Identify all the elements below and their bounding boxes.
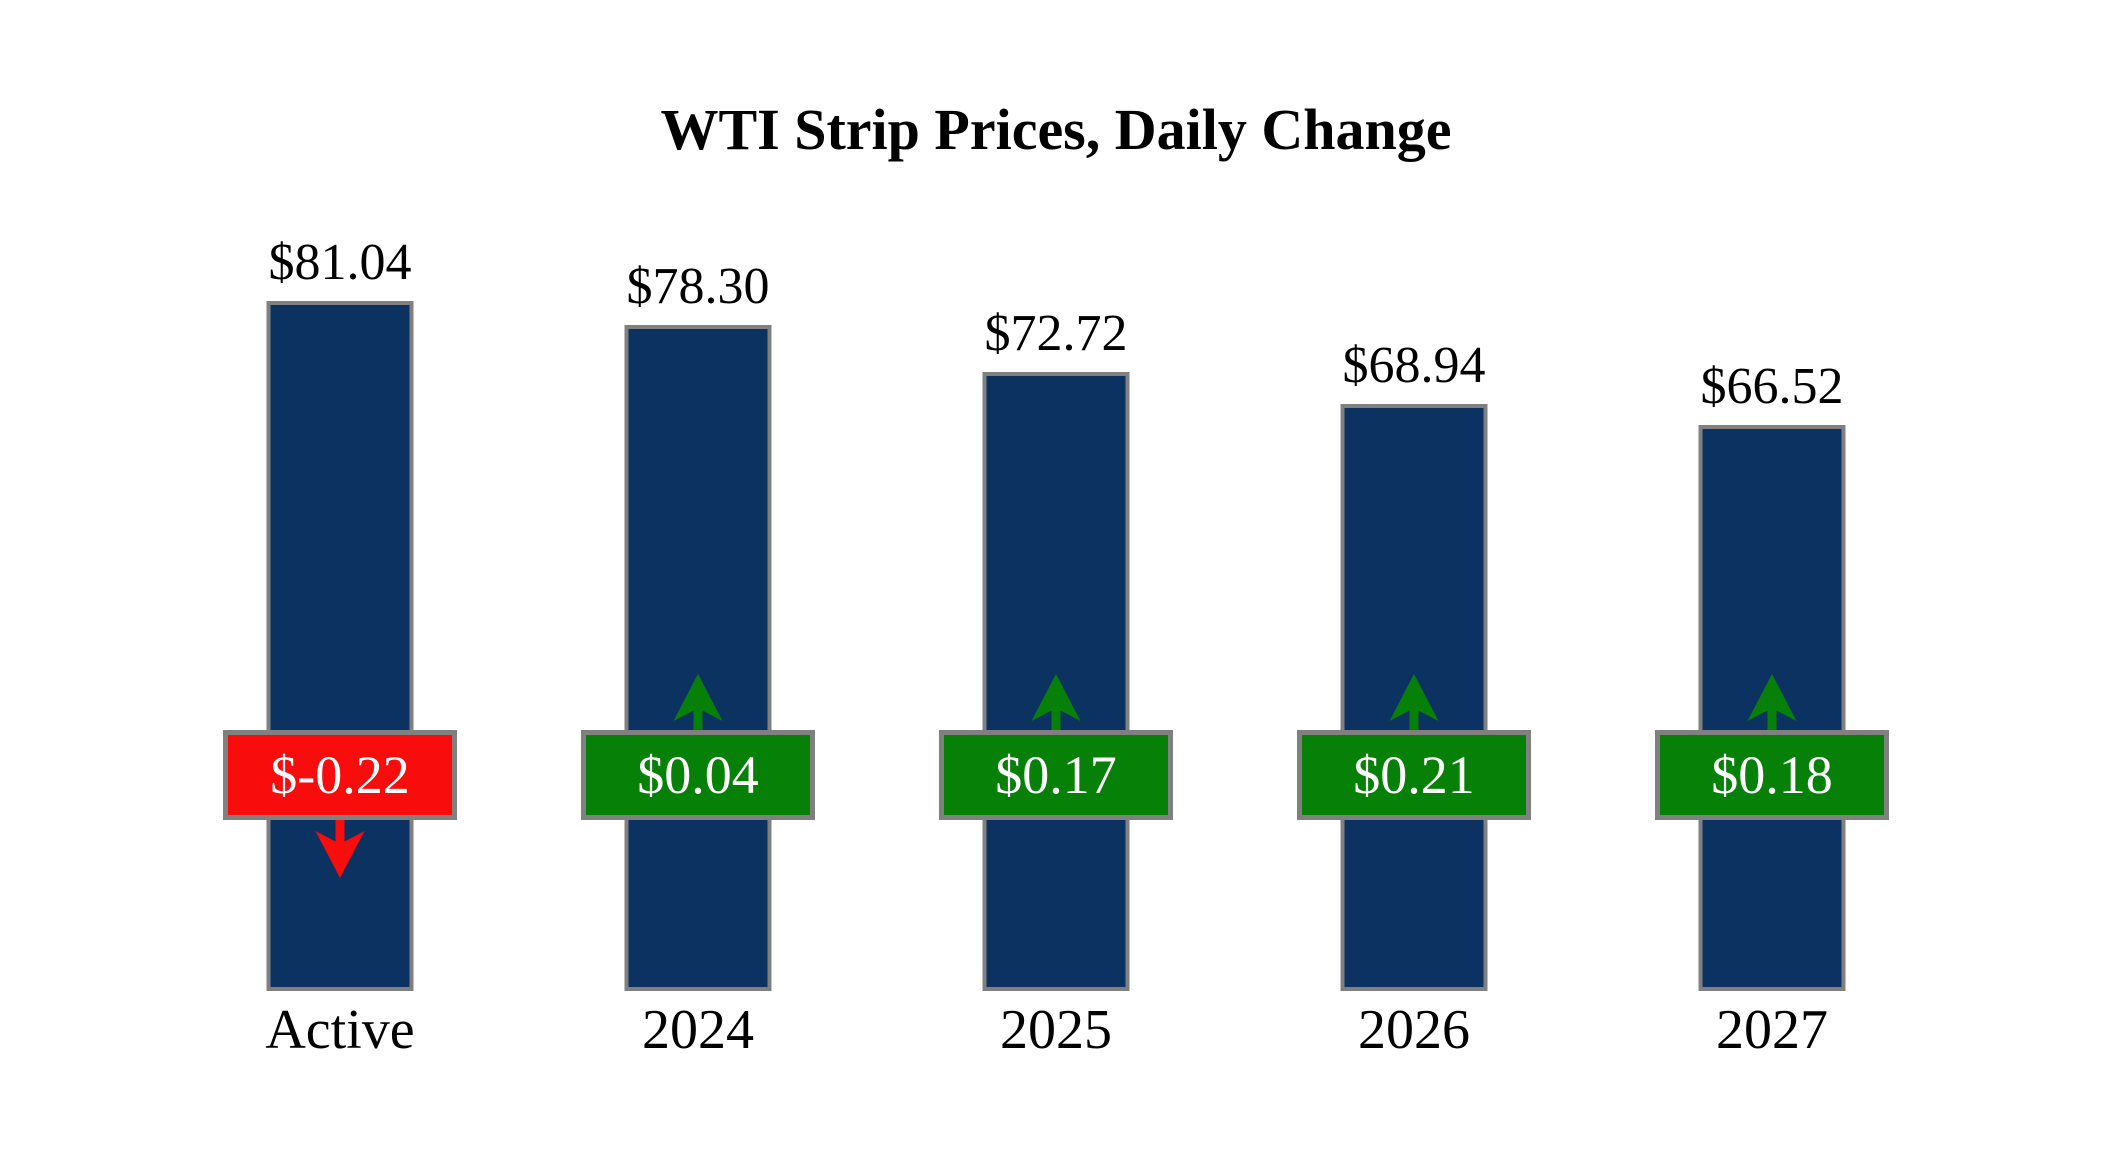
- down-arrow-icon: [315, 820, 365, 878]
- arrow-shape: [1747, 674, 1797, 732]
- change-badge: $0.21: [1297, 730, 1531, 820]
- arrow-shape: [673, 674, 723, 732]
- up-arrow-icon: [1747, 674, 1797, 732]
- bar-column-active: $81.04 $-0.22 Active: [161, 0, 519, 1152]
- change-badge: $-0.22: [223, 730, 457, 820]
- chart-title: WTI Strip Prices, Daily Change: [660, 97, 1452, 162]
- change-badge: $0.18: [1655, 730, 1889, 820]
- value-label: $72.72: [984, 304, 1128, 362]
- value-label: $68.94: [1342, 336, 1486, 394]
- category-label: 2027: [1716, 999, 1828, 1061]
- bar-columns: $81.04 $-0.22 Active $78.30 $0.04 2024 $…: [161, 0, 1951, 1152]
- category-label: Active: [265, 999, 415, 1061]
- up-arrow-icon: [1389, 674, 1439, 732]
- category-label: 2025: [1000, 999, 1112, 1061]
- change-badge: $0.04: [581, 730, 815, 820]
- arrow-shape: [1031, 674, 1081, 732]
- bar-column-2027: $66.52 $0.18 2027: [1593, 0, 1951, 1152]
- arrow-shape: [1389, 674, 1439, 732]
- up-arrow-icon: [673, 674, 723, 732]
- value-label: $66.52: [1700, 357, 1844, 415]
- value-label: $78.30: [626, 257, 770, 315]
- up-arrow-icon: [1031, 674, 1081, 732]
- category-label: 2024: [642, 999, 754, 1061]
- bar-column-2024: $78.30 $0.04 2024: [519, 0, 877, 1152]
- bar-column-2026: $68.94 $0.21 2026: [1235, 0, 1593, 1152]
- arrow-shape: [315, 820, 365, 878]
- category-label: 2026: [1358, 999, 1470, 1061]
- change-badge: $0.17: [939, 730, 1173, 820]
- bar-rect: [266, 301, 414, 991]
- bar-rect: [624, 325, 772, 991]
- bar-column-2025: $72.72 $0.17 2025: [877, 0, 1235, 1152]
- value-label: $81.04: [268, 233, 412, 291]
